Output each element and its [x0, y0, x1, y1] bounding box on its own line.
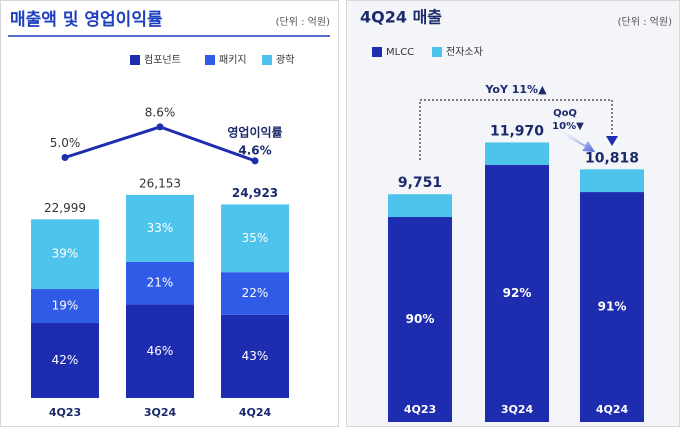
bar-segment: [31, 219, 99, 290]
bar-segment: [126, 304, 194, 398]
unit-label: (단위 : 억원): [618, 15, 672, 28]
value-label: 19%: [52, 299, 79, 313]
legend-label: 광학: [276, 54, 294, 66]
x-tick-label: 3Q24: [501, 403, 534, 416]
value-label: 33%: [147, 221, 174, 235]
title: 4Q24 매출: [360, 8, 442, 27]
bar-segment: [388, 217, 452, 422]
value-label: 22%: [242, 286, 269, 300]
qoq-annotation: 10%▼: [552, 121, 584, 132]
bar-segment: [580, 192, 644, 422]
value-label: 46%: [147, 344, 174, 358]
legend-label: MLCC: [386, 47, 414, 58]
total-label: 9,751: [398, 175, 442, 191]
value-label: 42%: [52, 353, 79, 367]
bar-segment: [485, 142, 549, 165]
line-point: [156, 123, 164, 131]
bar-segment: [221, 204, 289, 273]
legend-swatch: [262, 55, 272, 65]
value-label: 35%: [242, 231, 269, 245]
value-label: 21%: [147, 276, 174, 290]
legend-swatch: [372, 47, 382, 57]
value-label: 43%: [242, 349, 269, 363]
bar-segment: [126, 261, 194, 305]
line-point: [251, 157, 259, 165]
x-tick-label: 4Q23: [404, 403, 436, 416]
x-tick-label: 3Q24: [144, 406, 177, 419]
bar-segment: [31, 322, 99, 398]
legend-label: 패키지: [219, 54, 247, 66]
qoq-annotation: QoQ: [553, 108, 577, 119]
qoq-arrow: [558, 128, 595, 152]
value-label: 39%: [52, 247, 79, 261]
legend-label: 컴포넌트: [144, 54, 181, 66]
x-tick-label: 4Q24: [239, 406, 272, 419]
bar-segment: [221, 314, 289, 398]
x-tick-label: 4Q24: [596, 403, 629, 416]
legend-swatch: [205, 55, 215, 65]
legend-swatch: [432, 47, 442, 57]
total-label: 24,923: [232, 186, 278, 200]
yoy-annotation: YoY 11%▲: [484, 83, 547, 96]
unit-label: (단위 : 억원): [276, 15, 330, 28]
total-label: 22,999: [44, 201, 86, 215]
x-tick-label: 4Q23: [49, 406, 81, 419]
line-name: 영업이익률: [227, 124, 282, 139]
value-label: 90%: [406, 312, 435, 326]
value-label: 92%: [503, 286, 532, 300]
yoy-bracket: [419, 99, 613, 160]
bar-segment: [485, 164, 549, 422]
bar-segment: [580, 169, 644, 193]
total-label: 26,153: [139, 176, 181, 190]
bar-segment: [126, 194, 194, 262]
line-value-label: 5.0%: [50, 136, 81, 150]
line-point: [61, 154, 69, 161]
bar-segment: [221, 272, 289, 315]
title: 매출액 및 영업이익률: [10, 10, 163, 30]
yoy-arrowhead: [606, 136, 618, 146]
total-label: 10,818: [585, 150, 639, 166]
bar-segment: [388, 194, 452, 218]
legend-label: 전자소자: [446, 46, 483, 58]
line-value-label: 4.6%: [238, 143, 271, 157]
legend-swatch: [130, 55, 140, 65]
line-value-label: 8.6%: [145, 105, 176, 119]
bar-segment: [31, 289, 99, 323]
total-label: 11,970: [490, 123, 544, 139]
value-label: 91%: [598, 300, 627, 314]
